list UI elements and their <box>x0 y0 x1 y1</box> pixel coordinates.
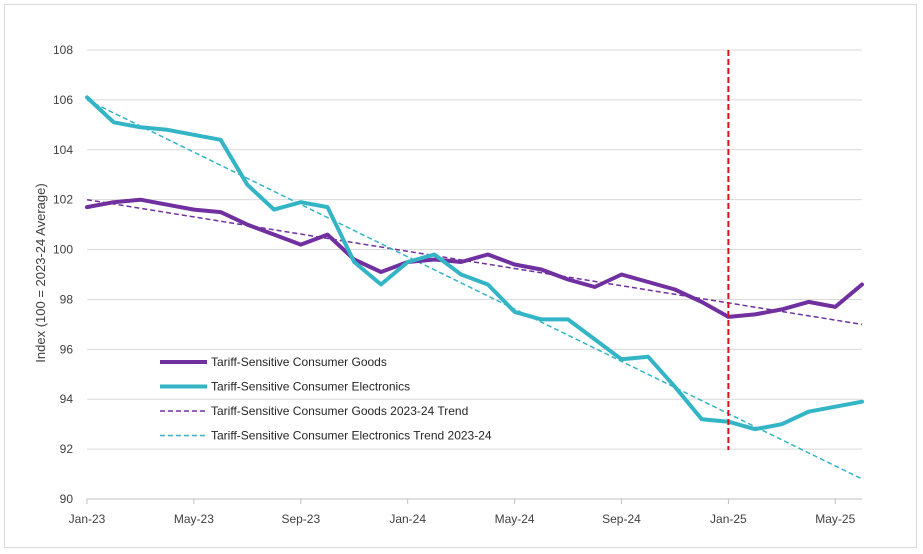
y-axis-ticks: 90 92 94 96 98 100 102 104 106 108 <box>53 43 73 506</box>
legend-label-0: Tariff-Sensitive Consumer Goods <box>211 355 387 369</box>
x-tick-label: May-24 <box>495 512 535 526</box>
y-tick-label: 102 <box>53 193 73 207</box>
series-line-1 <box>85 95 864 432</box>
y-tick-label: 108 <box>53 43 73 57</box>
x-tick-label: Jan-23 <box>69 512 106 526</box>
series-lines <box>85 95 864 480</box>
series-line-2 <box>86 198 863 326</box>
y-tick-label: 92 <box>60 442 74 456</box>
legend-label-1: Tariff-Sensitive Consumer Electronics <box>211 380 410 394</box>
y-tick-label: 90 <box>60 492 74 506</box>
x-tick-label: Jan-24 <box>389 512 426 526</box>
x-tick-label: Sep-24 <box>602 512 641 526</box>
y-tick-label: 94 <box>60 392 74 406</box>
y-tick-label: 98 <box>60 292 74 306</box>
series-line-3 <box>86 99 863 480</box>
series-line-0 <box>85 197 864 319</box>
x-tick-label: May-25 <box>815 512 855 526</box>
y-tick-label: 100 <box>53 243 73 257</box>
legend-label-2: Tariff-Sensitive Consumer Goods 2023-24 … <box>211 404 468 418</box>
y-axis-title: Index (100 = 2023-24 Average) <box>33 183 48 362</box>
x-tick-label: May-23 <box>174 512 214 526</box>
gridlines <box>87 49 862 450</box>
y-tick-label: 104 <box>53 143 73 157</box>
legend-label-3: Tariff-Sensitive Consumer Electronics Tr… <box>211 429 492 443</box>
y-tick-label: 96 <box>60 342 74 356</box>
x-axis-ticks: Jan-23 May-23 Sep-23 Jan-24 May-24 Sep-24 Jan-… <box>69 499 856 526</box>
y-tick-label: 106 <box>53 93 73 107</box>
legend: Tariff-Sensitive Consumer Goods Tariff-Se… <box>160 355 492 443</box>
x-tick-label: Jan-25 <box>710 512 747 526</box>
x-tick-label: Sep-23 <box>281 512 320 526</box>
